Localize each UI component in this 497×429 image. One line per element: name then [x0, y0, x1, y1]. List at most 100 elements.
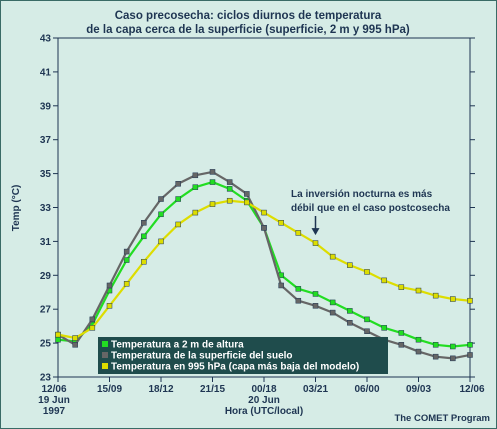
data-point — [141, 258, 147, 265]
credit-text: The COMET Program — [394, 413, 490, 424]
data-point — [158, 238, 164, 245]
data-point — [364, 269, 370, 275]
x-axis: 12/06 15/09 18/12 21/15 00/18 03/21 06/00 09/03… — [38, 377, 485, 417]
x-tick-sublabel: 1997 — [43, 406, 66, 417]
annotation-arrow-head — [311, 228, 320, 236]
y-tick-label: 37 — [40, 135, 52, 146]
data-point — [175, 221, 181, 228]
data-point — [175, 181, 181, 187]
data-point — [226, 197, 233, 204]
data-point — [72, 335, 78, 341]
plot-area — [57, 37, 471, 378]
data-point — [329, 253, 336, 260]
y-axis-label: Temp (°C) — [11, 185, 22, 232]
data-point — [398, 284, 405, 290]
data-point — [226, 179, 233, 185]
data-point — [467, 352, 473, 358]
data-point — [89, 325, 96, 331]
data-point — [209, 179, 216, 185]
data-point — [329, 309, 336, 316]
y-tick-label: 33 — [40, 203, 52, 214]
data-point — [295, 286, 302, 292]
data-point — [123, 248, 130, 255]
data-point — [432, 342, 439, 348]
series-layer — [55, 169, 473, 362]
data-point — [312, 240, 319, 246]
data-point — [278, 220, 284, 226]
data-point — [226, 186, 233, 192]
series-3 — [55, 197, 473, 341]
y-tick-label: 27 — [40, 305, 52, 316]
data-point — [192, 209, 199, 216]
data-point — [398, 342, 405, 348]
data-point — [312, 303, 319, 309]
data-point — [261, 209, 267, 216]
legend-box — [98, 337, 388, 374]
data-point — [72, 342, 78, 348]
annotation-text-line-2: débil que en el caso postcosecha — [291, 203, 450, 214]
data-point — [244, 199, 250, 206]
y-tick-label: 29 — [40, 271, 52, 282]
data-point — [261, 225, 267, 231]
y-tick-label: 35 — [40, 169, 52, 180]
data-point — [123, 257, 130, 263]
chart-title-line-1: Caso precosecha: ciclos diurnos de tempe… — [115, 10, 382, 22]
annotation-text-line-1: La inversión nocturna es más — [291, 189, 433, 200]
data-point — [192, 184, 199, 190]
data-point — [347, 262, 353, 268]
data-point — [450, 296, 456, 302]
x-tick-label: 18/12 — [148, 384, 173, 395]
data-point — [364, 316, 370, 323]
legend-entry: Temperatura de la superficie del suelo — [111, 351, 293, 362]
data-point — [106, 282, 113, 289]
y-tick-label: 43 — [40, 34, 52, 45]
data-point — [432, 353, 439, 360]
data-point — [381, 325, 387, 331]
x-tick-label: 21/15 — [200, 384, 225, 395]
data-point — [364, 328, 370, 334]
data-point — [175, 196, 181, 202]
legend-entry: Temperatura a 2 m de altura — [111, 340, 244, 351]
data-point — [209, 201, 216, 207]
data-point — [192, 172, 199, 179]
data-point — [450, 355, 456, 362]
data-point — [432, 292, 439, 299]
data-point — [55, 331, 61, 338]
data-point — [415, 336, 422, 343]
data-point — [209, 169, 216, 175]
data-point — [312, 291, 319, 297]
data-point — [398, 330, 405, 336]
x-tick-sublabel: 19 Jun — [38, 395, 70, 406]
y-tick-label: 41 — [40, 67, 52, 78]
chart-title: Caso precosecha: ciclos diurnos de tempe… — [86, 10, 410, 36]
x-tick-label: 12/06 — [459, 384, 484, 395]
data-point — [278, 282, 284, 289]
data-point — [244, 191, 250, 197]
legend-swatch — [102, 352, 108, 358]
data-point — [106, 303, 113, 309]
data-point — [347, 320, 353, 326]
annotation: La inversión nocturna es más débil que en… — [291, 189, 450, 236]
x-tick-label: 12/06 — [41, 384, 66, 395]
x-tick-label: 09/03 — [406, 384, 431, 395]
data-point — [467, 342, 473, 348]
data-point — [415, 287, 422, 294]
data-point — [89, 316, 96, 323]
y-tick-label: 23 — [40, 373, 52, 384]
y-tick-label: 25 — [40, 339, 52, 350]
x-tick-sublabel: 20 Jun — [248, 395, 280, 406]
data-point — [141, 233, 147, 240]
x-tick-label: 06/00 — [354, 384, 379, 395]
chart-title-line-2: de la capa cerca de la superficie (super… — [86, 24, 410, 36]
data-point — [329, 299, 336, 306]
data-point — [415, 348, 422, 355]
legend-swatch — [102, 341, 108, 347]
y-tick-label: 31 — [40, 237, 52, 248]
data-point — [381, 277, 387, 284]
x-tick-label: 03/21 — [303, 384, 328, 395]
data-point — [158, 211, 164, 218]
x-tick-label: 15/09 — [97, 384, 122, 395]
data-point — [55, 336, 61, 343]
